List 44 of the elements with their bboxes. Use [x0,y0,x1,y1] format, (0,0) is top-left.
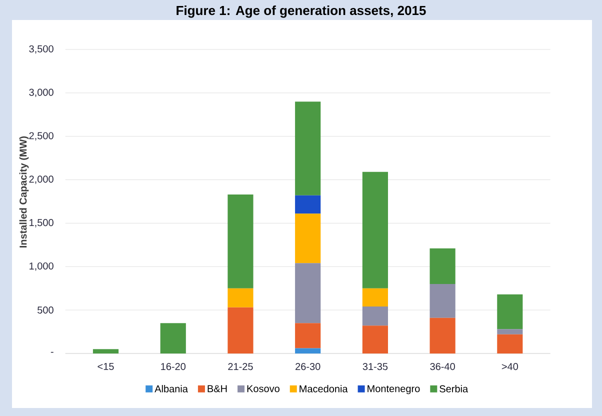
chart-title: Figure 1: Age of generation assets, 2015 [176,6,426,18]
legend-label: Albania [154,385,188,392]
x-tick-label: 21-25 [228,363,253,370]
bar [228,194,254,288]
bar [362,172,388,288]
bar [362,288,388,307]
x-tick-label: 16-20 [161,363,186,370]
bar [497,294,523,330]
y-tick-label: 2,000 [29,176,54,184]
y-tick-label: 500 [38,306,54,314]
bar [160,323,186,354]
bar [295,195,321,214]
legend-label: B&H [208,385,227,392]
bar [228,307,254,354]
bar [228,288,254,308]
bar [497,329,523,334]
bar [295,263,321,324]
bar [430,284,456,318]
y-tick-label: 2,500 [29,132,54,140]
bar [295,214,321,264]
bar [362,326,388,354]
y-axis-title: Installed Capacity (MW) [19,136,29,248]
bar [295,102,321,196]
legend-label: Macedonia [300,385,348,392]
y-tick-label: 3,500 [29,45,54,54]
x-tick-label: 31-35 [362,363,388,370]
bar [497,334,523,354]
y-tick-label: - [50,352,54,353]
y-tick-label: 1,000 [30,262,54,271]
legend-label: Serbia [440,385,468,392]
legend-label: Montenegro [368,385,420,394]
bar [92,349,119,354]
bar [362,306,388,326]
bar [295,348,321,354]
x-tick-label: 36-40 [430,363,455,370]
bar [430,248,456,284]
bar [430,318,456,354]
y-tick-label: 1,500 [30,219,54,228]
y-tick-label: 3,000 [29,88,54,98]
bar [295,323,321,348]
x-tick-label: >40 [502,363,518,370]
x-tick-label: 26-30 [296,363,320,370]
x-tick-label: <15 [98,362,114,370]
legend-label: Kosovo [247,385,280,392]
